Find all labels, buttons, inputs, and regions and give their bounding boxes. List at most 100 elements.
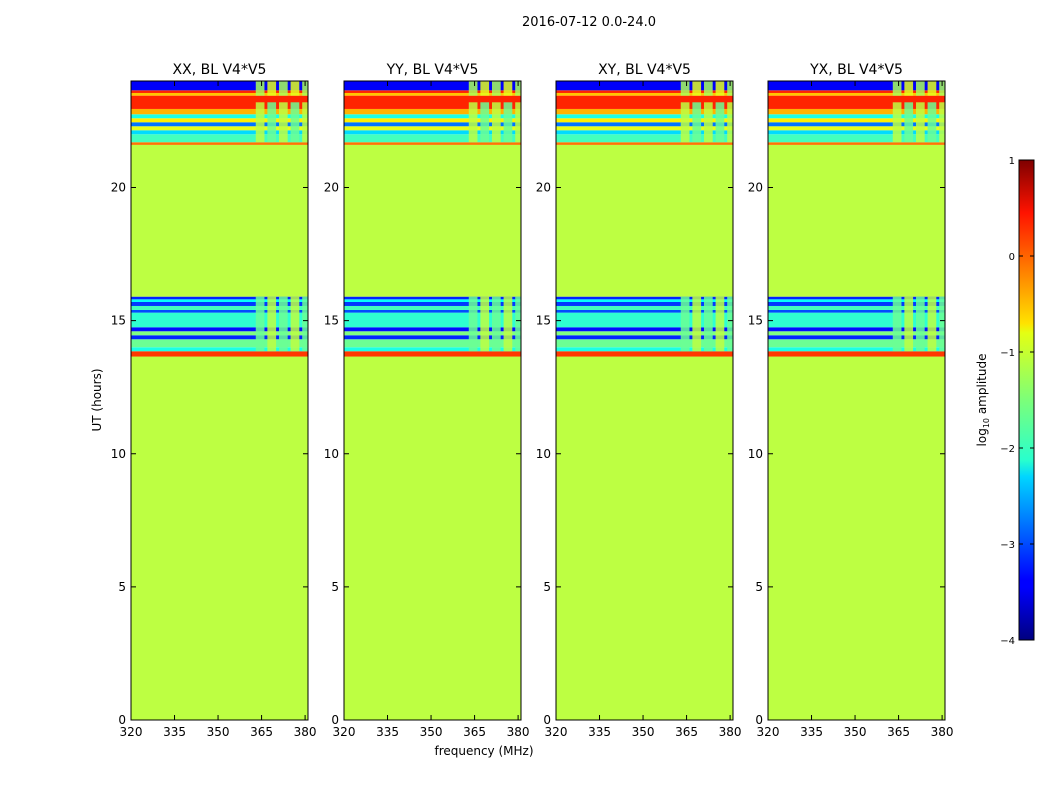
band-21 [344,108,521,115]
rfi-channel-2-0 [491,296,501,352]
band-1 [768,351,945,357]
x-tick-label: 365 [463,725,486,739]
band-0 [556,356,733,720]
x-tick-label: 320 [545,725,568,739]
panel-frame [555,80,734,721]
band-15 [344,134,521,143]
x-tick-label: 350 [420,725,443,739]
band-15 [131,134,308,143]
panel-title: XX, BL V4*V5 [173,62,267,78]
rfi-channel-1-0 [904,296,914,352]
rfi-channel-0-0 [680,296,690,352]
x-tick-label: 365 [675,725,698,739]
rfi-channel-1-0 [480,296,490,352]
rfi-channel-3-2 [927,81,937,96]
rfi-channel-3-0 [290,296,300,352]
band-12 [131,296,308,300]
rfi-channel-0-0 [255,296,265,352]
rfi-channel-4-1 [515,102,521,143]
rfi-channel-0-0 [892,296,902,352]
band-9 [768,305,945,310]
rfi-channel-2-0 [278,296,288,352]
band-2 [344,347,521,352]
y-tick-label: 0 [118,713,126,727]
band-4 [768,335,945,340]
band-25 [344,81,521,91]
x-tick-label: 335 [163,725,186,739]
band-5 [131,331,308,336]
rfi-channel-2-0 [915,296,925,352]
band-18 [344,122,521,127]
band-10 [768,301,945,306]
rfi-channel-0-2 [892,81,902,96]
band-8 [768,309,945,313]
band-25 [556,81,733,91]
rfi-channel-3-1 [715,102,725,143]
y-tick-label: 20 [748,181,763,195]
band-11 [768,299,945,302]
panel-frame [130,80,309,721]
band-15 [768,134,945,143]
band-12 [556,296,733,300]
y-tick-label: 10 [324,447,339,461]
band-13 [556,144,733,297]
panel-title: YX, BL V4*V5 [809,62,903,78]
rfi-channel-4-1 [727,102,733,143]
band-15 [556,134,733,143]
rfi-channel-2-2 [278,81,288,96]
figure-title: 2016-07-12 0.0-24.0 [522,15,656,30]
band-6 [131,327,308,332]
x-tick-label: 350 [207,725,230,739]
y-tick-label: 15 [111,314,126,328]
y-tick-label: 10 [748,447,763,461]
band-1 [344,351,521,357]
band-9 [556,305,733,310]
band-12 [768,296,945,300]
band-14 [768,142,945,145]
rfi-channel-3-1 [927,102,937,143]
y-tick-label: 0 [543,713,551,727]
rfi-channel-2-2 [491,81,501,96]
rfi-channel-1-2 [692,81,702,96]
band-6 [556,327,733,332]
rfi-channel-3-2 [503,81,513,96]
rfi-channel-1-2 [480,81,490,96]
rfi-channel-0-1 [680,102,690,143]
band-0 [768,356,945,720]
band-9 [344,305,521,310]
band-24 [768,90,945,93]
y-tick-label: 10 [536,447,551,461]
band-16 [344,130,521,135]
rfi-channel-4-0 [515,296,521,352]
rfi-channel-4-2 [727,81,733,96]
band-13 [344,144,521,297]
panel-yx: YX, BL V4*V5 320 335 350 365 380 0 5 10 15 20 [748,62,954,739]
band-20 [131,114,308,119]
band-2 [556,347,733,352]
band-16 [556,130,733,135]
band-3 [768,339,945,348]
y-tick-label: 15 [324,314,339,328]
band-24 [131,90,308,93]
y-tick-label: 5 [331,580,339,594]
panel-frame [343,80,522,721]
x-tick-label: 365 [887,725,910,739]
band-23 [556,92,733,96]
rfi-channel-0-1 [468,102,478,143]
rfi-channel-1-0 [267,296,277,352]
y-tick-label: 15 [748,314,763,328]
colorbar-gradient [1018,159,1035,641]
x-tick-label: 380 [719,725,742,739]
band-18 [556,122,733,127]
rfi-channel-4-2 [515,81,521,96]
panel-frame [767,80,946,721]
rfi-channel-2-1 [278,102,288,143]
band-21 [768,108,945,115]
band-14 [344,142,521,145]
rfi-channel-0-2 [255,81,265,96]
colorbar-tick-label: −4 [1000,636,1015,647]
band-10 [131,301,308,306]
rfi-channel-1-2 [904,81,914,96]
rfi-channel-0-2 [680,81,690,96]
